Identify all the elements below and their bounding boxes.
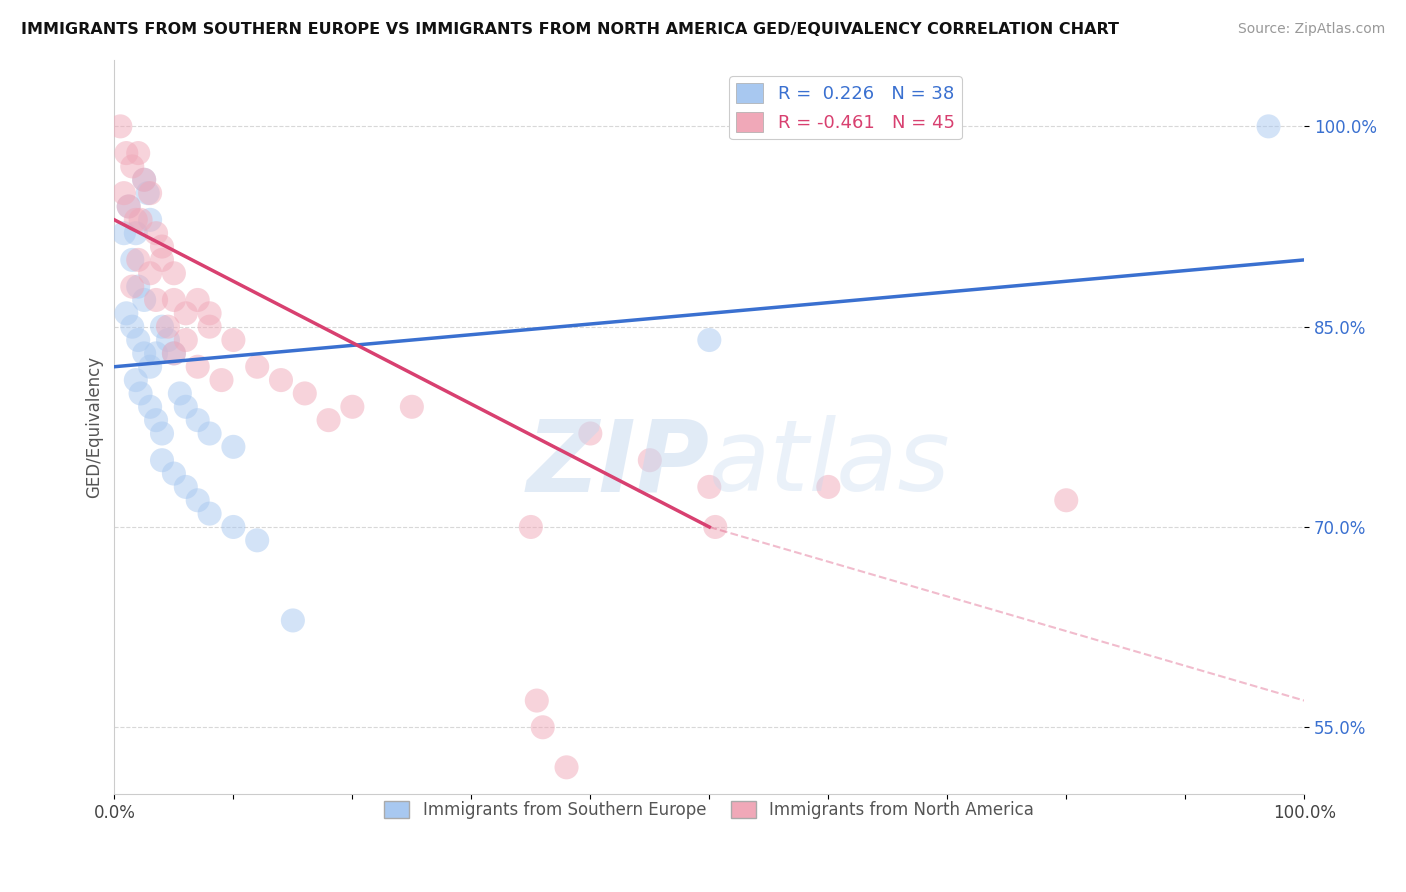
Point xyxy=(1054,493,1077,508)
Point xyxy=(198,306,221,320)
Point xyxy=(342,400,364,414)
Point xyxy=(817,480,839,494)
Point xyxy=(174,333,197,347)
Point xyxy=(246,533,269,548)
Point xyxy=(198,426,221,441)
Text: ZIP: ZIP xyxy=(526,415,709,512)
Point xyxy=(121,319,143,334)
Point xyxy=(127,279,149,293)
Point xyxy=(112,186,135,201)
Point xyxy=(134,346,156,360)
Point xyxy=(127,333,149,347)
Point xyxy=(697,480,720,494)
Text: atlas: atlas xyxy=(709,415,950,512)
Point xyxy=(555,760,578,774)
Point xyxy=(169,386,191,401)
Point xyxy=(222,440,245,454)
Point xyxy=(145,346,167,360)
Point xyxy=(125,212,148,227)
Point xyxy=(318,413,340,427)
Point xyxy=(127,252,149,267)
Point xyxy=(211,373,233,387)
Point xyxy=(134,173,156,187)
Point xyxy=(187,413,209,427)
Point xyxy=(121,279,143,293)
Point xyxy=(134,173,156,187)
Point xyxy=(139,266,162,280)
Point xyxy=(579,426,602,441)
Point xyxy=(163,346,186,360)
Point xyxy=(187,359,209,374)
Point xyxy=(150,319,173,334)
Point xyxy=(139,212,162,227)
Point xyxy=(174,400,197,414)
Point xyxy=(294,386,316,401)
Point xyxy=(520,520,543,534)
Point xyxy=(163,293,186,307)
Point xyxy=(145,293,167,307)
Point xyxy=(531,720,554,734)
Point xyxy=(222,333,245,347)
Point xyxy=(115,146,138,161)
Point xyxy=(163,467,186,481)
Point xyxy=(139,186,162,201)
Legend: Immigrants from Southern Europe, Immigrants from North America: Immigrants from Southern Europe, Immigra… xyxy=(378,795,1040,826)
Point xyxy=(174,480,197,494)
Point xyxy=(150,453,173,467)
Point xyxy=(198,507,221,521)
Point xyxy=(526,693,548,707)
Point xyxy=(134,293,156,307)
Point xyxy=(156,319,179,334)
Point xyxy=(222,520,245,534)
Point xyxy=(110,120,132,134)
Point xyxy=(129,386,152,401)
Point xyxy=(163,346,186,360)
Point xyxy=(187,493,209,508)
Point xyxy=(638,453,661,467)
Point xyxy=(246,359,269,374)
Point xyxy=(136,186,159,201)
Point xyxy=(125,373,148,387)
Point xyxy=(156,333,179,347)
Point xyxy=(150,239,173,253)
Point xyxy=(198,319,221,334)
Point xyxy=(125,226,148,240)
Text: Source: ZipAtlas.com: Source: ZipAtlas.com xyxy=(1237,22,1385,37)
Point xyxy=(697,333,720,347)
Point xyxy=(145,226,167,240)
Text: IMMIGRANTS FROM SOUTHERN EUROPE VS IMMIGRANTS FROM NORTH AMERICA GED/EQUIVALENCY: IMMIGRANTS FROM SOUTHERN EUROPE VS IMMIG… xyxy=(21,22,1119,37)
Point xyxy=(139,400,162,414)
Point xyxy=(163,266,186,280)
Y-axis label: GED/Equivalency: GED/Equivalency xyxy=(86,356,103,498)
Point xyxy=(187,293,209,307)
Point xyxy=(121,160,143,174)
Point xyxy=(174,306,197,320)
Point xyxy=(281,614,304,628)
Point xyxy=(150,426,173,441)
Point xyxy=(150,252,173,267)
Point xyxy=(270,373,292,387)
Point xyxy=(1257,120,1279,134)
Point xyxy=(704,520,727,534)
Point xyxy=(129,212,152,227)
Point xyxy=(115,306,138,320)
Point xyxy=(139,359,162,374)
Point xyxy=(401,400,423,414)
Point xyxy=(118,199,141,213)
Point xyxy=(112,226,135,240)
Point xyxy=(145,413,167,427)
Point xyxy=(121,252,143,267)
Point xyxy=(127,146,149,161)
Point xyxy=(118,199,141,213)
